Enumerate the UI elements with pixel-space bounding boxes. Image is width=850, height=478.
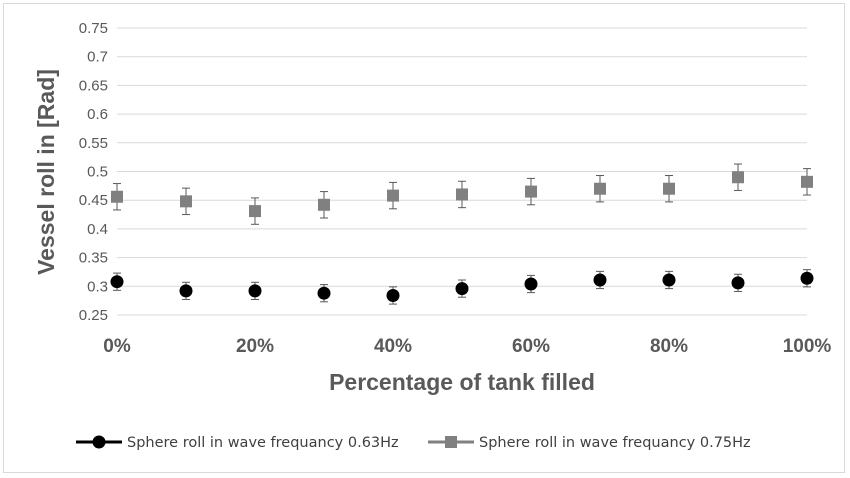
x-tick-label: 60% xyxy=(512,336,550,357)
y-tick-label: 0.4 xyxy=(87,221,108,238)
data-point xyxy=(593,273,607,287)
y-tick-label: 0.75 xyxy=(79,20,108,37)
data-point xyxy=(525,185,537,198)
data-point xyxy=(456,188,468,201)
x-tick-label: 40% xyxy=(374,336,412,357)
y-tick-label: 0.55 xyxy=(79,135,108,152)
data-point xyxy=(731,276,745,290)
data-point xyxy=(524,277,538,291)
data-point xyxy=(317,286,331,300)
data-point xyxy=(180,195,192,208)
y-tick-label: 0.25 xyxy=(79,307,108,324)
data-point xyxy=(110,275,124,289)
legend-label: Sphere roll in wave frequancy 0.75Hz xyxy=(479,435,751,451)
y-tick-label: 0.3 xyxy=(87,278,108,295)
data-point xyxy=(318,198,330,211)
data-point xyxy=(386,288,400,302)
data-point xyxy=(248,284,262,298)
y-tick-label: 0.35 xyxy=(79,250,108,267)
y-tick-label: 0.45 xyxy=(79,192,108,209)
data-point xyxy=(594,182,606,195)
data-point xyxy=(732,171,744,184)
y-tick-labels: 0.25 0.3 0.35 0.4 0.45 0.5 0.55 0.6 0.65 0.7 0.75 xyxy=(79,20,108,324)
legend-item-2: Sphere roll in wave frequancy 0.75Hz xyxy=(428,435,751,451)
gridlines xyxy=(117,27,807,316)
y-tick-label: 0.5 xyxy=(87,164,108,181)
legend-item-1: Sphere roll in wave frequancy 0.63Hz xyxy=(76,435,399,451)
data-point xyxy=(455,282,469,296)
data-point xyxy=(249,205,261,218)
y-tick-label: 0.65 xyxy=(79,77,108,94)
chart-frame xyxy=(3,3,845,473)
data-point xyxy=(111,190,123,203)
x-tick-label: 80% xyxy=(650,336,688,357)
x-tick-labels: 0% 20% 40% 60% 80% 100% xyxy=(103,336,831,357)
legend: Sphere roll in wave frequancy 0.63Hz Sphe… xyxy=(76,435,751,451)
data-point xyxy=(800,271,814,285)
legend-label: Sphere roll in wave frequancy 0.63Hz xyxy=(127,435,399,451)
x-tick-label: 100% xyxy=(783,336,832,357)
series-2 xyxy=(111,163,813,225)
legend-marker xyxy=(445,436,457,448)
data-point xyxy=(663,182,675,195)
legend-marker xyxy=(92,435,106,449)
plot-area xyxy=(110,163,814,305)
y-tick-label: 0.6 xyxy=(87,106,108,123)
y-tick-label: 0.7 xyxy=(87,49,108,66)
x-tick-label: 20% xyxy=(236,336,274,357)
y-axis-title: Vessel roll in [Rad] xyxy=(33,69,59,275)
data-point xyxy=(801,175,813,188)
x-tick-label: 0% xyxy=(103,336,131,357)
data-point xyxy=(179,284,193,298)
data-point xyxy=(387,189,399,202)
x-axis-title: Percentage of tank filled xyxy=(329,369,595,395)
series-1 xyxy=(110,269,814,305)
data-point xyxy=(662,273,676,287)
